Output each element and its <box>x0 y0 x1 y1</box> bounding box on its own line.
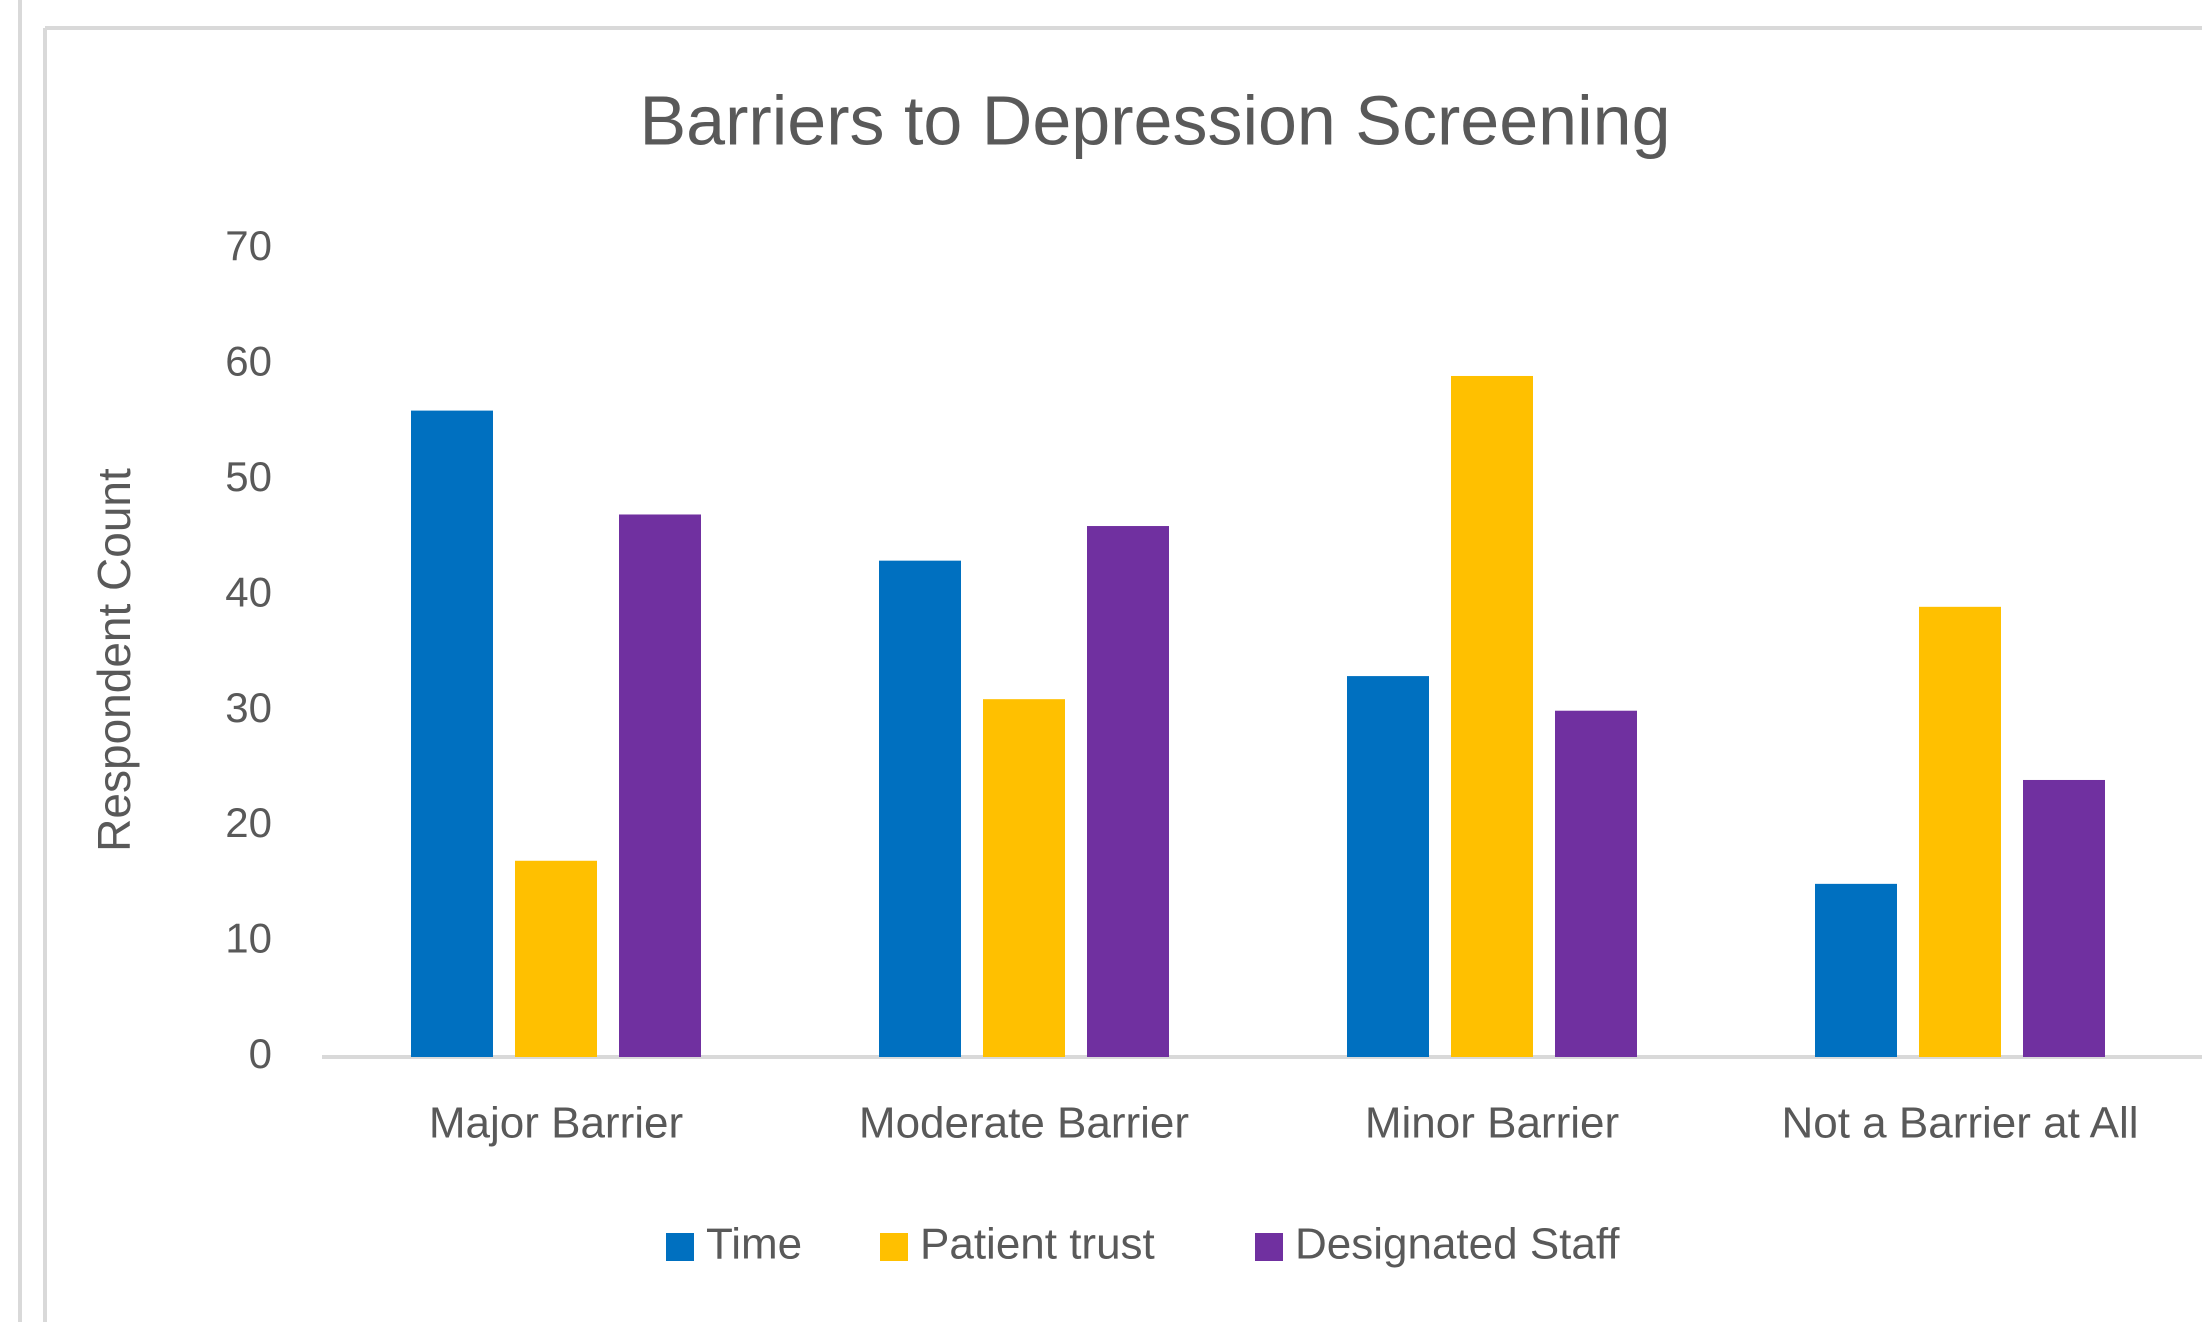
x-tick-label: Minor Barrier <box>1365 1099 1619 1148</box>
legend-label: Patient trust <box>920 1220 1155 1269</box>
bar <box>515 860 597 1057</box>
y-tick-label: 30 <box>225 684 272 731</box>
y-tick-label: 20 <box>225 799 272 846</box>
legend-label: Time <box>706 1220 802 1269</box>
y-tick-label: 0 <box>249 1030 272 1077</box>
y-tick-label: 10 <box>225 915 272 962</box>
y-tick-label: 40 <box>225 568 272 615</box>
x-tick-label: Not a Barrier at All <box>1781 1099 2138 1148</box>
y-axis-label: Respondent Count <box>88 468 140 852</box>
bar <box>1451 375 1533 1057</box>
legend-label: Designated Staff <box>1295 1220 1620 1269</box>
bar <box>879 560 961 1057</box>
legend-swatch <box>1255 1233 1283 1261</box>
bar <box>983 699 1065 1057</box>
y-tick-label: 60 <box>225 338 272 385</box>
chart-title: Barriers to Depression Screening <box>639 81 1670 159</box>
bar <box>1555 710 1637 1057</box>
bar <box>1815 883 1897 1057</box>
bar <box>1919 606 2001 1057</box>
legend-swatch <box>880 1233 908 1261</box>
y-tick-label: 70 <box>225 222 272 269</box>
bar <box>619 514 701 1057</box>
x-tick-label: Moderate Barrier <box>859 1099 1189 1148</box>
legend-swatch <box>666 1233 694 1261</box>
bar <box>2023 779 2105 1057</box>
bar <box>411 410 493 1058</box>
bar <box>1347 676 1429 1057</box>
bar <box>1087 526 1169 1057</box>
x-tick-label: Major Barrier <box>429 1099 683 1148</box>
y-tick-label: 50 <box>225 453 272 500</box>
